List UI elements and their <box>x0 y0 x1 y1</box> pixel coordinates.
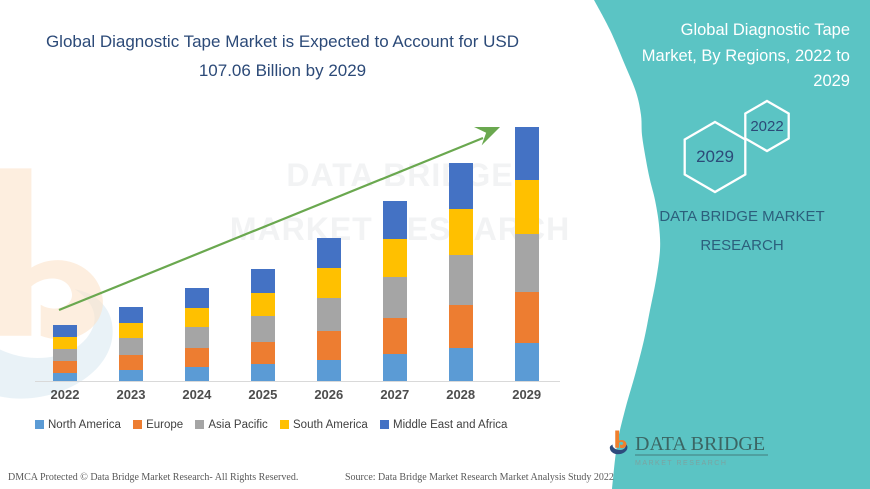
svg-text:DATA BRIDGE: DATA BRIDGE <box>635 433 765 455</box>
svg-text:2029: 2029 <box>696 147 734 166</box>
svg-text:2022: 2022 <box>750 118 783 135</box>
svg-text:MARKET RESEARCH: MARKET RESEARCH <box>635 460 727 467</box>
